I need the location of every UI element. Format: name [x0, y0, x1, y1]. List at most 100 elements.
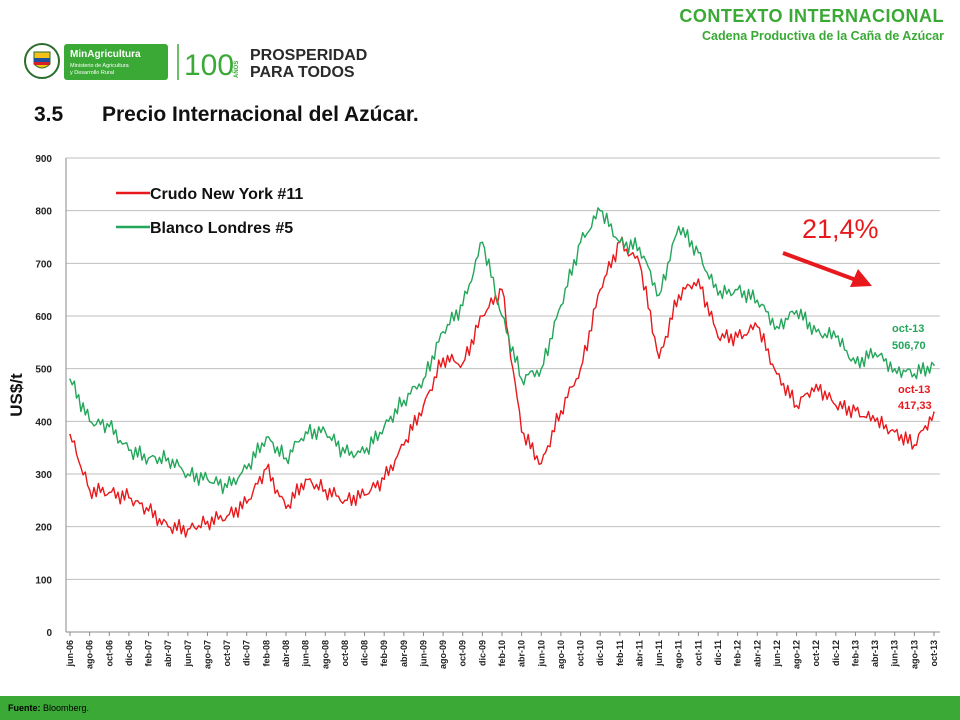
- arrow-line: [782, 251, 857, 282]
- data-point: [69, 378, 71, 380]
- legend-label: Blanco Londres #5: [150, 220, 293, 237]
- data-point: [461, 362, 464, 365]
- chart-legend: Crudo New York #11 Blanco Londres #5: [116, 186, 303, 237]
- data-point: [893, 431, 896, 433]
- arrow-head-icon: [850, 269, 872, 287]
- data-point: [88, 420, 91, 423]
- data-point: [756, 299, 759, 301]
- logos: MinAgricultura Ministerio de Agricultura…: [24, 43, 367, 82]
- legend-label: Crudo New York #11: [150, 186, 303, 203]
- x-tick-label: dic-06: [124, 640, 134, 666]
- data-point: [795, 404, 798, 407]
- anniversary-number: 100: [184, 49, 234, 82]
- chart-grid: [66, 157, 940, 633]
- data-point: [638, 262, 641, 265]
- data-point: [736, 336, 739, 338]
- slogan-line2: PARA TODOS: [250, 64, 355, 81]
- label-blanco-value: 506,70: [892, 340, 926, 352]
- data-point: [363, 452, 366, 454]
- x-tick-label: oct-08: [340, 640, 350, 667]
- x-tick-label: feb-13: [850, 640, 860, 667]
- header-title: CONTEXTO INTERNACIONAL: [679, 6, 944, 26]
- x-tick-label: jun-09: [418, 640, 428, 668]
- data-point: [501, 315, 503, 317]
- data-point: [226, 486, 228, 488]
- y-axis-label: US$/t: [7, 373, 26, 417]
- label-blanco-date: oct-13: [892, 323, 924, 335]
- x-tick-label: ago-10: [556, 640, 566, 669]
- data-point: [344, 452, 346, 454]
- data-point: [128, 496, 130, 499]
- data-point: [108, 425, 111, 428]
- slogan-line1: PROSPERIDAD: [250, 47, 367, 64]
- data-point: [697, 252, 700, 254]
- change-annotation: 21,4%: [802, 214, 879, 244]
- data-point: [481, 315, 484, 317]
- data-point: [324, 489, 327, 491]
- data-point: [638, 246, 641, 249]
- x-tick-label: ago-09: [438, 640, 448, 669]
- x-tick-label: dic-12: [831, 640, 841, 666]
- data-point: [815, 331, 817, 333]
- label-crudo-value: 417,33: [898, 400, 932, 412]
- data-point: [776, 325, 778, 328]
- data-point: [677, 294, 680, 296]
- data-point: [835, 404, 837, 407]
- x-tick-label: jun-12: [772, 640, 782, 668]
- x-tick-label: feb-07: [144, 640, 154, 667]
- footer-source: Fuente: Bloomberg.: [8, 703, 89, 713]
- x-tick-label: ago-06: [85, 640, 95, 669]
- data-point: [108, 491, 111, 494]
- y-tick-label: 100: [35, 575, 52, 586]
- data-point: [560, 304, 562, 307]
- ministry-name: MinAgricultura: [70, 49, 141, 60]
- data-point: [206, 520, 209, 523]
- data-point: [520, 378, 523, 380]
- data-point: [383, 478, 385, 481]
- data-point: [363, 494, 366, 496]
- data-point: [560, 410, 562, 412]
- x-tick-label: oct-10: [576, 640, 586, 667]
- data-point: [167, 525, 169, 528]
- data-point: [658, 357, 660, 359]
- x-tick-label: feb-12: [733, 640, 743, 667]
- data-point: [265, 467, 268, 470]
- page-title-number: 3.5: [34, 103, 64, 126]
- data-point: [344, 499, 346, 502]
- data-point: [324, 431, 327, 433]
- data-point: [304, 478, 307, 481]
- data-point: [245, 467, 248, 470]
- x-tick-label: feb-11: [615, 640, 625, 666]
- x-tick-label: oct-09: [458, 640, 468, 667]
- footer-bar: Fuente: Bloomberg.: [0, 696, 960, 720]
- x-tick-label: abr-13: [870, 640, 880, 667]
- x-tick-label: feb-09: [379, 640, 389, 667]
- y-tick-label: 400: [35, 417, 52, 428]
- series-line: [69, 207, 935, 495]
- x-tick-label: dic-10: [595, 640, 605, 666]
- y-tick-label: 0: [46, 628, 52, 639]
- data-point: [520, 431, 523, 433]
- footer-source-label: Fuente:: [8, 703, 41, 713]
- data-point: [403, 444, 405, 446]
- x-tick-label: oct-07: [222, 640, 232, 667]
- data-point: [736, 288, 739, 291]
- x-tick-label: ago-13: [909, 640, 919, 669]
- x-tick-label: oct-12: [811, 640, 821, 667]
- y-tick-label: 500: [35, 365, 52, 376]
- data-point: [579, 367, 582, 370]
- data-point: [540, 462, 543, 465]
- x-tick-label: jun-06: [65, 640, 75, 668]
- chart-axes: 0 100 200 300 400 500 600 700 800 900 US$/t jun-06 a…: [7, 154, 940, 669]
- x-tick-label: feb-08: [261, 640, 271, 667]
- anniversary-word: AÑOS: [233, 61, 240, 78]
- chart-series: [69, 207, 935, 538]
- data-point: [245, 502, 248, 504]
- x-tick-label: jun-13: [890, 640, 900, 668]
- header-section: CONTEXTO INTERNACIONAL Cadena Productiva…: [679, 6, 944, 43]
- y-tick-label: 600: [35, 312, 52, 323]
- y-tick-label: 200: [35, 523, 52, 534]
- data-point: [206, 478, 209, 481]
- data-point: [167, 457, 169, 460]
- data-point: [599, 288, 601, 291]
